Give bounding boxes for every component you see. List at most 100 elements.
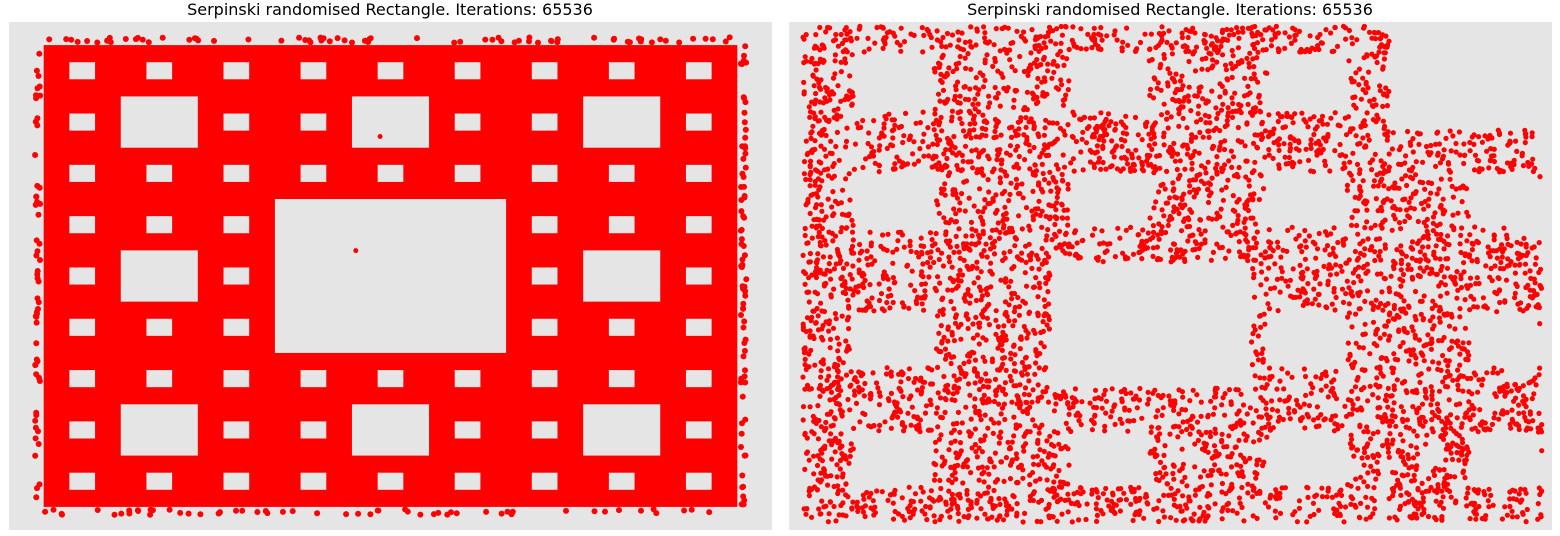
data-point	[1504, 232, 1510, 238]
data-point	[1314, 404, 1320, 410]
data-point	[1514, 148, 1520, 154]
data-point	[984, 254, 990, 260]
data-point	[809, 235, 815, 241]
data-point	[1440, 379, 1446, 385]
data-point	[1475, 490, 1481, 496]
carpet-hole	[69, 370, 96, 388]
data-point	[1437, 160, 1443, 166]
data-point	[1045, 61, 1051, 67]
data-point	[1013, 451, 1019, 457]
data-point	[1000, 361, 1006, 367]
data-point	[1194, 392, 1200, 398]
data-point	[197, 511, 204, 518]
data-point	[911, 161, 917, 167]
data-point	[1440, 494, 1446, 500]
data-point	[1158, 87, 1164, 93]
data-point	[940, 295, 946, 301]
data-point	[998, 157, 1004, 163]
data-point	[823, 29, 829, 35]
data-point	[1235, 470, 1241, 476]
data-point	[1512, 270, 1518, 276]
data-point	[1364, 52, 1370, 58]
data-point	[1463, 495, 1469, 501]
data-point	[911, 139, 917, 145]
data-point	[1246, 177, 1252, 183]
data-point	[997, 48, 1003, 54]
data-point	[1156, 30, 1162, 37]
data-point	[863, 156, 869, 162]
data-point	[971, 203, 977, 209]
data-point	[1445, 363, 1451, 369]
data-point	[1166, 28, 1172, 34]
data-point	[1161, 101, 1167, 107]
data-point	[834, 367, 841, 374]
data-point	[1445, 442, 1451, 448]
data-point	[1384, 103, 1390, 109]
data-point	[935, 424, 941, 430]
data-point	[1221, 146, 1228, 153]
data-point	[952, 438, 958, 444]
data-point	[940, 34, 946, 41]
data-point	[1022, 270, 1028, 276]
data-point	[1396, 220, 1403, 226]
data-point	[1171, 140, 1177, 146]
data-point	[1348, 398, 1354, 404]
data-point	[813, 274, 819, 281]
data-point	[922, 281, 928, 287]
data-point	[33, 95, 40, 102]
data-point	[866, 154, 872, 160]
data-point	[977, 320, 983, 326]
data-point	[1357, 515, 1363, 521]
data-point	[1173, 40, 1179, 46]
data-point	[886, 111, 892, 117]
data-point	[1158, 112, 1165, 118]
data-point	[973, 147, 979, 153]
data-point	[994, 95, 1000, 101]
data-point	[1151, 75, 1157, 81]
data-point	[1309, 301, 1315, 307]
data-point	[972, 396, 978, 402]
data-point	[1095, 254, 1101, 260]
data-point	[838, 431, 844, 437]
data-point	[1139, 415, 1145, 421]
data-point	[216, 509, 223, 516]
data-point	[1416, 141, 1422, 147]
data-point	[1050, 28, 1056, 34]
data-point	[1278, 265, 1284, 271]
data-point	[848, 369, 854, 375]
data-point	[1189, 209, 1195, 215]
data-point	[1039, 245, 1045, 252]
data-point	[1400, 438, 1406, 444]
data-point	[876, 428, 882, 434]
carpet-hole	[351, 96, 430, 148]
data-point	[1225, 177, 1231, 183]
data-point	[1059, 242, 1065, 248]
data-point	[1266, 365, 1273, 371]
data-point	[1152, 451, 1158, 457]
data-point	[1017, 191, 1023, 197]
data-point	[942, 356, 949, 362]
data-point	[925, 259, 931, 266]
data-point	[1254, 515, 1260, 521]
data-point	[1366, 137, 1372, 143]
data-point	[914, 249, 920, 256]
chart-panel-right: Serpinski randomised Rectangle. Iteratio…	[780, 0, 1560, 536]
data-point	[845, 297, 851, 303]
data-point	[1046, 120, 1052, 126]
data-point	[1096, 137, 1102, 143]
data-point	[1297, 159, 1303, 165]
data-point	[828, 423, 834, 429]
data-point	[1089, 427, 1095, 433]
data-point	[1196, 245, 1202, 251]
data-point	[988, 416, 994, 422]
data-point	[957, 440, 964, 446]
data-point	[1471, 141, 1477, 147]
data-point	[1222, 62, 1229, 68]
data-point	[1266, 306, 1273, 312]
data-point	[1380, 66, 1386, 72]
data-point	[1346, 257, 1352, 263]
data-point	[1522, 261, 1529, 267]
data-point	[923, 403, 930, 409]
data-point	[1262, 385, 1268, 391]
data-point	[1030, 96, 1037, 102]
